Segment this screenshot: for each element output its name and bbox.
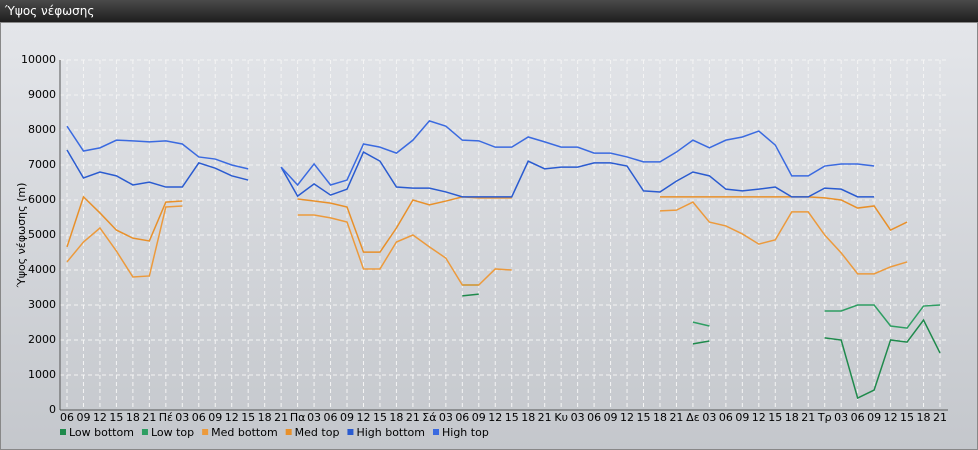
legend-label: High bottom [356, 426, 425, 439]
x-tick-label: 21 [801, 411, 815, 424]
x-tick-label: 03 [571, 411, 585, 424]
x-tick-label: 09 [76, 411, 90, 424]
x-tick-label: 09 [208, 411, 222, 424]
x-tick-label: 21 [142, 411, 156, 424]
x-tick-label: 09 [604, 411, 618, 424]
y-tick-label: 2000 [28, 333, 56, 346]
x-tick-label: Δε [686, 411, 700, 424]
y-tick-label: 1000 [28, 368, 56, 381]
legend-label: Low bottom [69, 426, 134, 439]
x-tick-label: 15 [505, 411, 519, 424]
chart-background [0, 22, 978, 450]
x-tick-label: 06 [324, 411, 338, 424]
legend-label: High top [442, 426, 489, 439]
legend-swatch [141, 429, 148, 435]
x-tick-label: 12 [620, 411, 634, 424]
x-tick-label: Κυ [554, 411, 568, 424]
x-tick-label: 03 [175, 411, 189, 424]
y-tick-label: 10000 [21, 53, 56, 66]
x-tick-label: 21 [933, 411, 947, 424]
legend-label: Low top [151, 426, 194, 439]
x-tick-label: 18 [126, 411, 140, 424]
series-line [66, 149, 875, 198]
x-tick-label: 09 [867, 411, 881, 424]
x-tick-label: 03 [834, 411, 848, 424]
x-tick-label: 18 [389, 411, 403, 424]
x-tick-label: 18 [521, 411, 535, 424]
x-tick-label: 15 [373, 411, 387, 424]
x-tick-label: 18 [653, 411, 667, 424]
x-tick-label: Πέ [159, 411, 173, 424]
x-tick-label: 06 [455, 411, 469, 424]
legend-swatch [347, 429, 354, 435]
y-axis-label: Ύψος νέφωσης (m) [15, 183, 28, 289]
x-tick-label: Τρ [817, 411, 832, 424]
legend-swatch [433, 429, 439, 435]
x-tick-label: 03 [439, 411, 453, 424]
y-tick-label: 3000 [28, 298, 56, 311]
x-tick-label: 15 [637, 411, 651, 424]
x-tick-label: 03 [702, 411, 716, 424]
x-tick-label: 21 [538, 411, 552, 424]
legend-swatch [202, 429, 209, 435]
legend-label: Med top [295, 426, 340, 439]
x-tick-label: 12 [488, 411, 502, 424]
legend-swatch [60, 429, 66, 435]
series-line [66, 195, 908, 253]
x-tick-label: 09 [340, 411, 354, 424]
series-line [66, 120, 875, 187]
x-tick-label: 18 [785, 411, 799, 424]
x-tick-label: 15 [109, 411, 123, 424]
x-tick-label: 18 [917, 411, 931, 424]
title-bar: Ύψος νέφωσης [0, 0, 978, 22]
x-tick-label: 12 [93, 411, 107, 424]
x-tick-label: 06 [192, 411, 206, 424]
x-tick-label: 06 [60, 411, 74, 424]
x-tick-label: 12 [884, 411, 898, 424]
x-tick-label: 21 [669, 411, 683, 424]
y-tick-label: 8000 [28, 123, 56, 136]
legend-swatch [285, 429, 292, 435]
x-tick-label: 12 [752, 411, 766, 424]
legend-label: Med bottom [211, 426, 278, 439]
y-tick-label: 7000 [28, 158, 56, 171]
x-tick-label: Σά [422, 411, 436, 424]
y-tick-label: 9000 [28, 88, 56, 101]
x-tick-label: 21 [406, 411, 420, 424]
x-tick-label: 21 [274, 411, 288, 424]
series-line [462, 293, 941, 400]
x-tick-label: 06 [851, 411, 865, 424]
y-tick-label: 0 [49, 403, 56, 416]
y-tick-label: 4000 [28, 263, 56, 276]
y-tick-label: 6000 [28, 193, 56, 206]
x-tick-label: 15 [900, 411, 914, 424]
x-tick-label: 12 [225, 411, 239, 424]
x-tick-label: 06 [587, 411, 601, 424]
x-tick-label: 03 [307, 411, 321, 424]
x-tick-label: 15 [768, 411, 782, 424]
x-tick-label: 09 [472, 411, 486, 424]
x-tick-label: 18 [258, 411, 272, 424]
chart: Ύψος νέφωσης (m) 0 1000 2000 3000 4000 5000 60… [0, 22, 978, 450]
x-tick-label: 15 [241, 411, 255, 424]
y-tick-label: 5000 [28, 228, 56, 241]
x-tick-label: 09 [735, 411, 749, 424]
x-tick-label: 12 [356, 411, 370, 424]
x-tick-label: Πα [290, 411, 306, 424]
x-tick-label: 06 [719, 411, 733, 424]
series-line [66, 201, 908, 286]
